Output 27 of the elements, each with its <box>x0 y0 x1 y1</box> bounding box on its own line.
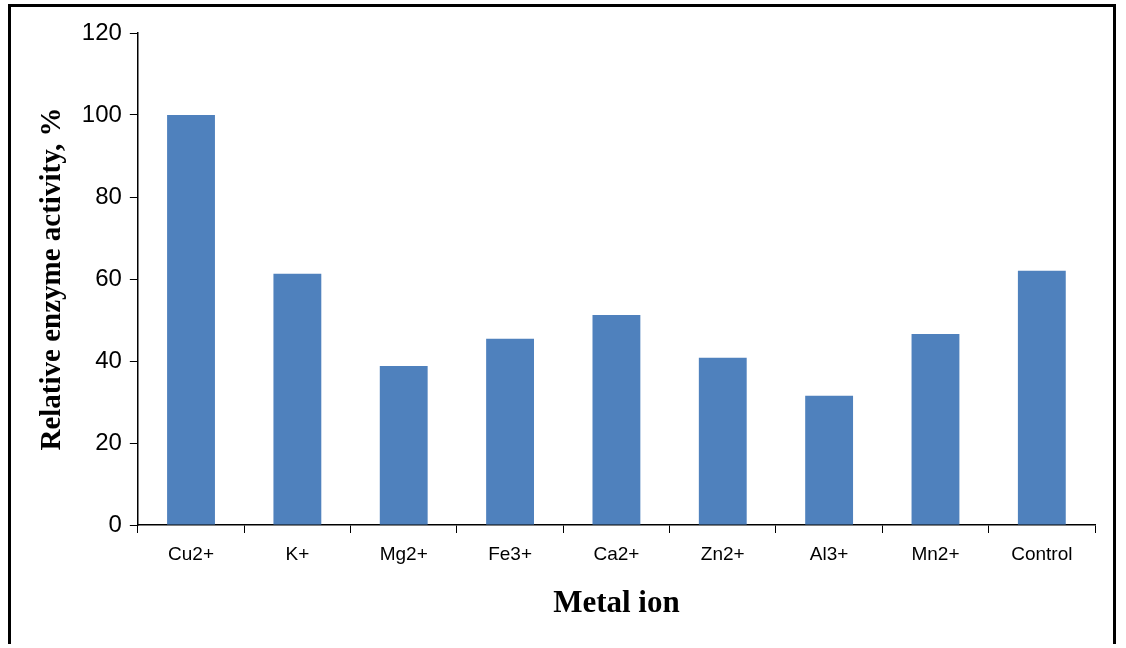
bar <box>592 315 641 525</box>
bar <box>911 333 960 525</box>
x-tick-label: Mg2+ <box>379 542 428 564</box>
bar <box>486 338 534 525</box>
bar <box>1017 270 1066 525</box>
x-tick-label: Mn2+ <box>911 542 960 564</box>
x-tick-label: Ca2+ <box>593 542 640 564</box>
bar <box>273 273 322 525</box>
y-axis-title: Relative enzyme activity, % <box>33 107 66 451</box>
y-tick-label: 100 <box>81 99 122 127</box>
x-tick-label: K+ <box>285 542 310 564</box>
y-tick-label: 0 <box>108 509 122 537</box>
bar <box>698 357 747 525</box>
x-tick-label: Al3+ <box>809 542 849 564</box>
x-axis-title: Metal ion <box>553 584 680 620</box>
x-tick-label: Control <box>1011 542 1073 564</box>
x-tick-label: Fe3+ <box>488 542 532 564</box>
y-tick-label: 120 <box>81 17 122 45</box>
bar <box>805 395 854 525</box>
bar <box>167 115 215 525</box>
y-tick-label: 20 <box>95 427 122 455</box>
x-tick-label: Cu2+ <box>168 542 214 564</box>
bar <box>379 365 428 525</box>
y-tick-label: 60 <box>95 263 122 291</box>
y-tick-label: 80 <box>95 181 122 209</box>
y-tick-label: 40 <box>95 345 122 373</box>
x-tick-label: Zn2+ <box>700 542 745 564</box>
